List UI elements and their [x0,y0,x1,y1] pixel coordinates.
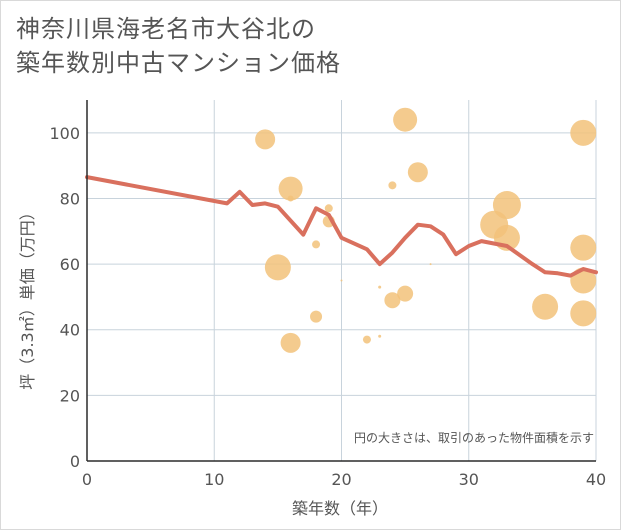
bubble-series [255,107,597,353]
bubble-point [324,204,333,213]
bubble-point [570,234,597,261]
x-tick-label: 30 [459,470,479,489]
bubble-point [255,129,276,150]
bubble-point [393,107,418,132]
axes: 0 10 20 30 40 0 20 40 60 80 100 [49,100,606,489]
y-tick-label: 20 [60,386,80,405]
y-tick-label: 80 [60,189,80,208]
x-axis-title: 築年数（年） [292,499,388,518]
y-tick-label: 60 [60,255,80,274]
chart-title-line-2: 築年数別中古マンション価格 [16,49,341,77]
y-tick-label: 100 [49,124,80,143]
trend-line [85,175,598,278]
y-tick-label: 40 [60,321,80,340]
bubble-size-note: 円の大きさは、取引のあった物件面積を示す [354,430,594,445]
bubble-point [310,310,323,323]
bubble-point [312,240,321,249]
x-tick-label: 40 [586,470,606,489]
bubble-point [570,300,597,327]
trend-series [85,175,598,278]
y-tick-label: 0 [70,452,80,471]
bubble-point [429,263,432,266]
bubble-point [407,162,428,183]
y-axis-title: 坪（3.3㎡）単価（万円） [18,204,37,389]
bubble-point [532,293,559,320]
bubble-point [278,176,303,201]
bubble-point [378,285,382,289]
bubble-point [570,119,597,146]
chart-title: 神奈川県海老名市大谷北の 築年数別中古マンション価格 [16,12,341,80]
bubble-point [340,279,343,282]
bubble-point [362,335,371,344]
bubble-point [378,334,382,338]
bubble-point [264,254,291,281]
chart-title-line-1: 神奈川県海老名市大谷北の [16,15,316,43]
bubble-point [280,332,301,353]
x-tick-label: 0 [82,470,92,489]
bubble-point [287,195,294,202]
bubble-point [492,191,521,220]
bubble-point [388,181,397,190]
x-tick-label: 10 [204,470,224,489]
x-tick-label: 20 [331,470,351,489]
bubble-point [397,285,414,302]
bubble-point [384,292,401,309]
